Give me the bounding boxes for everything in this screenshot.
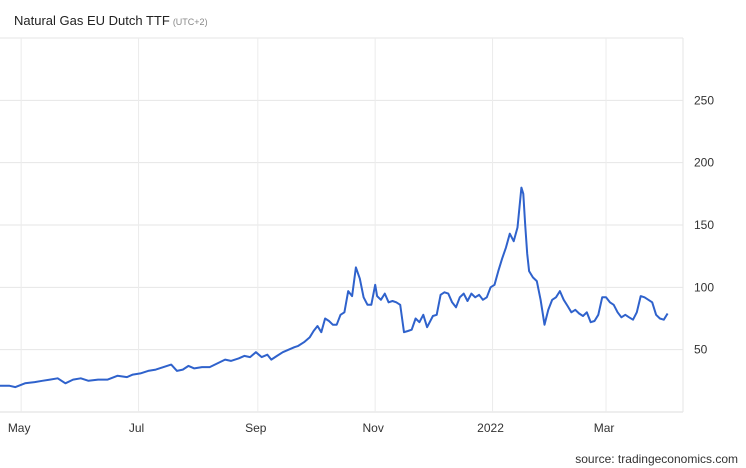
timezone-label: (UTC+2) [172,17,208,27]
series [0,186,669,389]
x-tick-label: May [8,421,31,435]
y-tick-label: 250 [694,93,714,107]
chart-title: Natural Gas EU Dutch TTF [14,13,170,28]
source-label: source: tradingeconomics.com [575,452,738,466]
x-tick-label: Nov [362,421,383,435]
x-tick-label: Jul [129,421,144,435]
x-axis: May Jul Sep Nov 2022 Mar [8,421,615,435]
grid [0,37,684,413]
x-tick-label: Sep [245,421,267,435]
chart-title-row: Natural Gas EU Dutch TTF (UTC+2) [14,12,208,30]
x-tick-label: Mar [594,421,615,435]
x-tick-label: 2022 [477,421,504,435]
y-tick-label: 200 [694,156,714,170]
y-axis: 50 100 150 200 250 [694,93,714,356]
series-line [0,186,669,389]
y-tick-label: 100 [694,280,714,294]
y-tick-label: 150 [694,218,714,232]
y-tick-label: 50 [694,343,708,357]
